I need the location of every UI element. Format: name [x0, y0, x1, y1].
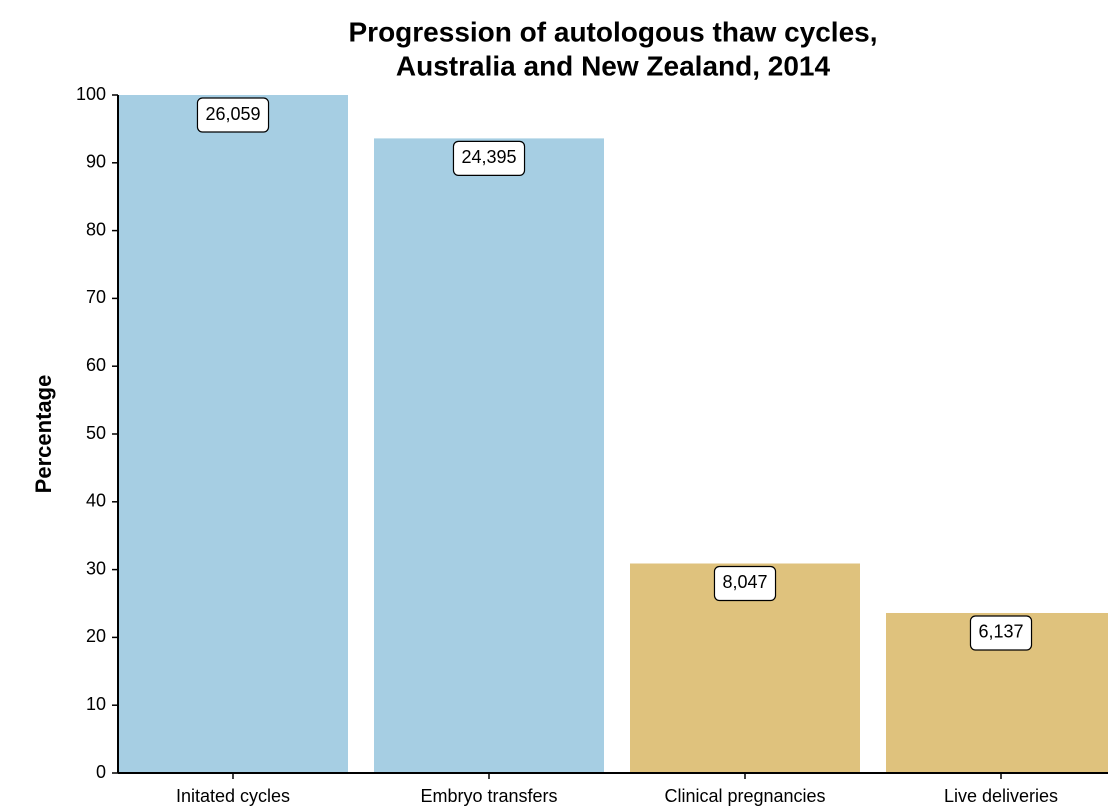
y-tick-label: 100 — [76, 84, 106, 104]
y-tick-label: 30 — [86, 558, 106, 578]
x-tick-label: Initated cycles — [176, 786, 290, 806]
data-label-box — [452, 140, 526, 176]
bar — [118, 95, 348, 773]
x-tick-label: Embryo transfers — [420, 786, 557, 806]
bar — [374, 138, 604, 774]
x-tick-label: Clinical pregnancies — [664, 786, 825, 806]
data-label-box — [713, 565, 777, 602]
y-tick-label: 0 — [96, 762, 106, 782]
y-tick-label: 50 — [86, 423, 106, 443]
y-tick-label: 80 — [86, 219, 106, 239]
data-label-box — [196, 97, 270, 133]
y-tick-label: 20 — [86, 626, 106, 646]
y-tick-label: 90 — [86, 152, 106, 172]
chart-title: Progression of autologous thaw cycles, — [349, 16, 878, 47]
chart-title: Australia and New Zealand, 2014 — [396, 50, 831, 81]
y-tick-label: 40 — [86, 491, 106, 511]
y-tick-label: 60 — [86, 355, 106, 375]
y-tick-label: 70 — [86, 287, 106, 307]
data-label: 8,047 — [722, 572, 767, 592]
data-label: 6,137 — [978, 622, 1023, 642]
data-label-box — [969, 615, 1033, 651]
data-label: 26,059 — [205, 104, 260, 124]
data-label: 24,395 — [461, 147, 516, 167]
x-tick-label: Live deliveries — [944, 786, 1058, 806]
y-axis-title: Percentage — [31, 375, 56, 494]
y-tick-label: 10 — [86, 694, 106, 714]
